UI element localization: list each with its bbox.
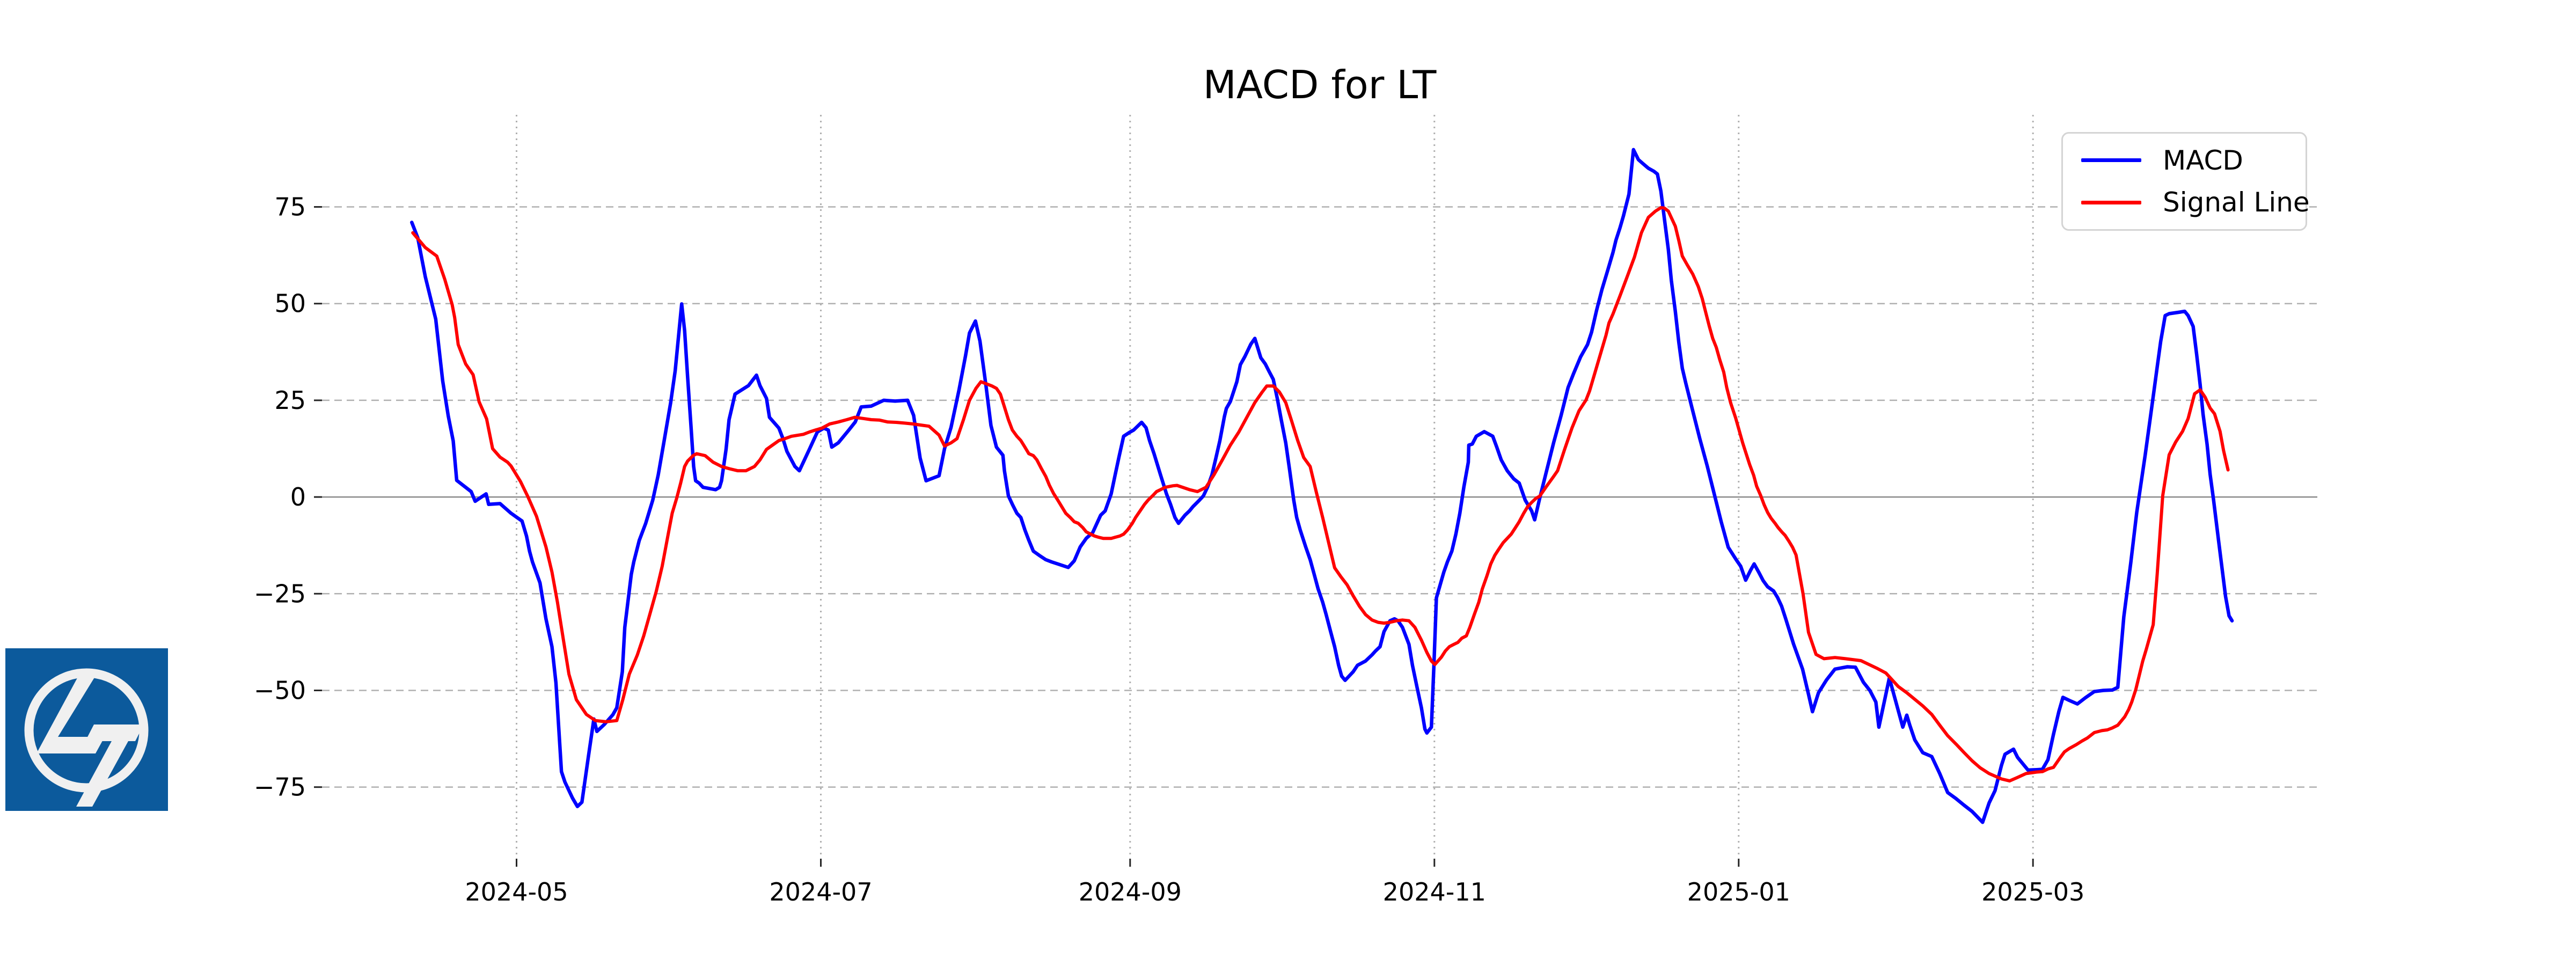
signal-line-swatch xyxy=(2081,200,2141,204)
y-tick-label: −50 xyxy=(254,676,306,705)
y-tick-label: −25 xyxy=(254,579,306,608)
y-tick-label: 25 xyxy=(274,386,306,415)
y-tick-label: −75 xyxy=(254,773,306,802)
x-tick-label: 2024-11 xyxy=(1383,877,1486,906)
legend-item-signal: Signal Line xyxy=(2063,187,2310,218)
lt-logo-letter-l-icon xyxy=(36,674,105,753)
macd-line-swatch xyxy=(2081,158,2141,163)
macd-line xyxy=(410,148,2234,824)
x-tick-label: 2024-07 xyxy=(769,877,872,906)
signal-line xyxy=(411,206,2230,783)
x-tick-label: 2024-05 xyxy=(465,877,568,906)
x-tick-label: 2024-09 xyxy=(1079,877,1182,906)
x-tick-label: 2025-03 xyxy=(1981,877,2084,906)
legend-label-signal: Signal Line xyxy=(2163,187,2310,218)
chart-title: MACD for LT xyxy=(1203,62,1437,107)
x-tick-label: 2025-01 xyxy=(1687,877,1790,906)
legend-label-macd: MACD xyxy=(2163,144,2243,176)
legend-item-macd: MACD xyxy=(2063,145,2306,176)
legend: MACD Signal Line xyxy=(2061,132,2310,231)
lt-logo-letter-t-icon xyxy=(76,724,144,807)
y-tick-label: 50 xyxy=(274,289,306,318)
lt-logo xyxy=(5,648,168,811)
y-tick-label: 75 xyxy=(274,193,306,222)
y-tick-label: 0 xyxy=(290,482,306,511)
